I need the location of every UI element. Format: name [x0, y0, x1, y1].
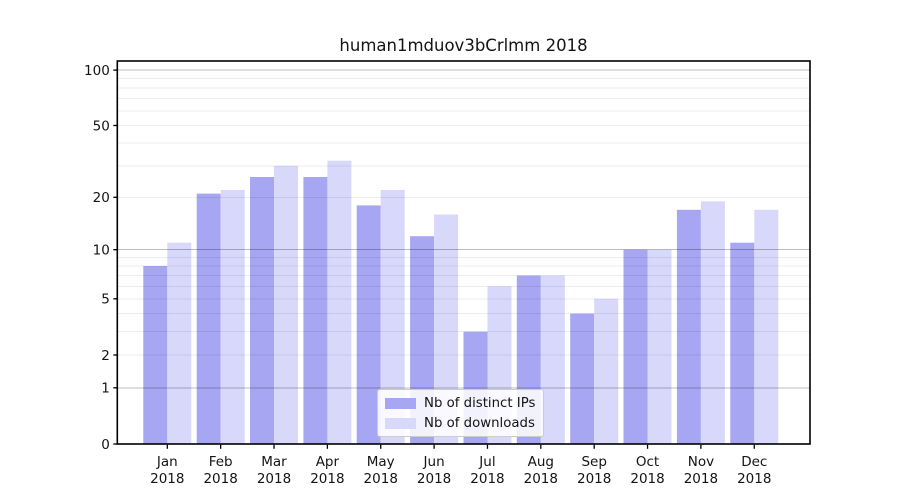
bar-distinct-ips-feb: [196, 193, 221, 444]
bar-distinct-ips-sep: [570, 313, 595, 444]
y-tick-label-1: 1: [101, 381, 110, 397]
x-tick-year-oct: 2018: [630, 471, 664, 487]
x-tick-year-jan: 2018: [150, 471, 184, 487]
x-tick-label-may: May: [367, 454, 395, 470]
legend-swatch-distinct-ips: [385, 397, 416, 409]
x-tick-label-sep: Sep: [581, 454, 606, 470]
x-tick-label-apr: Apr: [316, 454, 340, 470]
x-tick-year-apr: 2018: [310, 471, 344, 487]
x-tick-year-may: 2018: [364, 471, 398, 487]
x-tick-year-sep: 2018: [577, 471, 611, 487]
x-tick-year-mar: 2018: [257, 471, 291, 487]
x-tick-label-feb: Feb: [209, 454, 233, 470]
bar-distinct-ips-nov: [676, 209, 701, 444]
x-tick-year-feb: 2018: [203, 471, 237, 487]
x-tick-year-jun: 2018: [417, 471, 451, 487]
x-tick-label-jun: Jun: [423, 454, 445, 470]
y-tick-label-5: 5: [101, 292, 110, 308]
plot-border: [116, 60, 811, 445]
bar-distinct-ips-oct: [623, 249, 648, 444]
x-tick-label-nov: Nov: [688, 454, 714, 470]
x-tick-label-oct: Oct: [636, 454, 659, 470]
y-tick-label-50: 50: [93, 118, 110, 134]
bar-downloads-oct: [647, 249, 672, 444]
bar-distinct-ips-dec: [730, 242, 755, 444]
bar-downloads-feb: [220, 190, 245, 444]
bar-downloads-mar: [274, 165, 298, 445]
y-tick-label-20: 20: [93, 190, 110, 206]
legend-label-distinct-ips: Nb of distinct IPs: [424, 395, 536, 411]
bar-downloads-nov: [700, 201, 725, 444]
x-tick-label-jul: Jul: [478, 454, 495, 470]
y-tick-label-100: 100: [84, 63, 110, 79]
bar-distinct-ips-may: [356, 205, 381, 444]
x-tick-year-dec: 2018: [737, 471, 771, 487]
bar-downloads-jan: [167, 242, 192, 444]
legend: Nb of distinct IPs Nb of downloads: [377, 389, 544, 437]
chart-title: human1mduov3bCrlmm 2018: [339, 36, 588, 55]
x-tick-year-jul: 2018: [470, 471, 504, 487]
legend-row-downloads: Nb of downloads: [385, 416, 543, 431]
bar-downloads-sep: [594, 298, 619, 444]
x-tick-label-jan: Jan: [156, 454, 178, 470]
y-tick-label-2: 2: [101, 348, 110, 364]
x-tick-label-dec: Dec: [741, 454, 767, 470]
bar-distinct-ips-jan: [143, 266, 168, 444]
x-tick-label-aug: Aug: [528, 454, 554, 470]
bar-distinct-ips-mar: [250, 177, 274, 444]
legend-row-distinct-ips: Nb of distinct IPs: [385, 396, 543, 411]
x-tick-year-aug: 2018: [524, 471, 558, 487]
x-tick-year-nov: 2018: [684, 471, 718, 487]
legend-label-downloads: Nb of downloads: [424, 415, 535, 431]
legend-swatch-downloads: [385, 417, 416, 429]
bar-distinct-ips-apr: [303, 177, 328, 444]
bar-downloads-apr: [327, 160, 352, 444]
bar-downloads-dec: [754, 209, 779, 444]
y-tick-label-0: 0: [101, 437, 110, 453]
y-tick-label-10: 10: [93, 243, 110, 259]
x-tick-label-mar: Mar: [261, 454, 287, 470]
bar-downloads-aug: [540, 275, 565, 444]
